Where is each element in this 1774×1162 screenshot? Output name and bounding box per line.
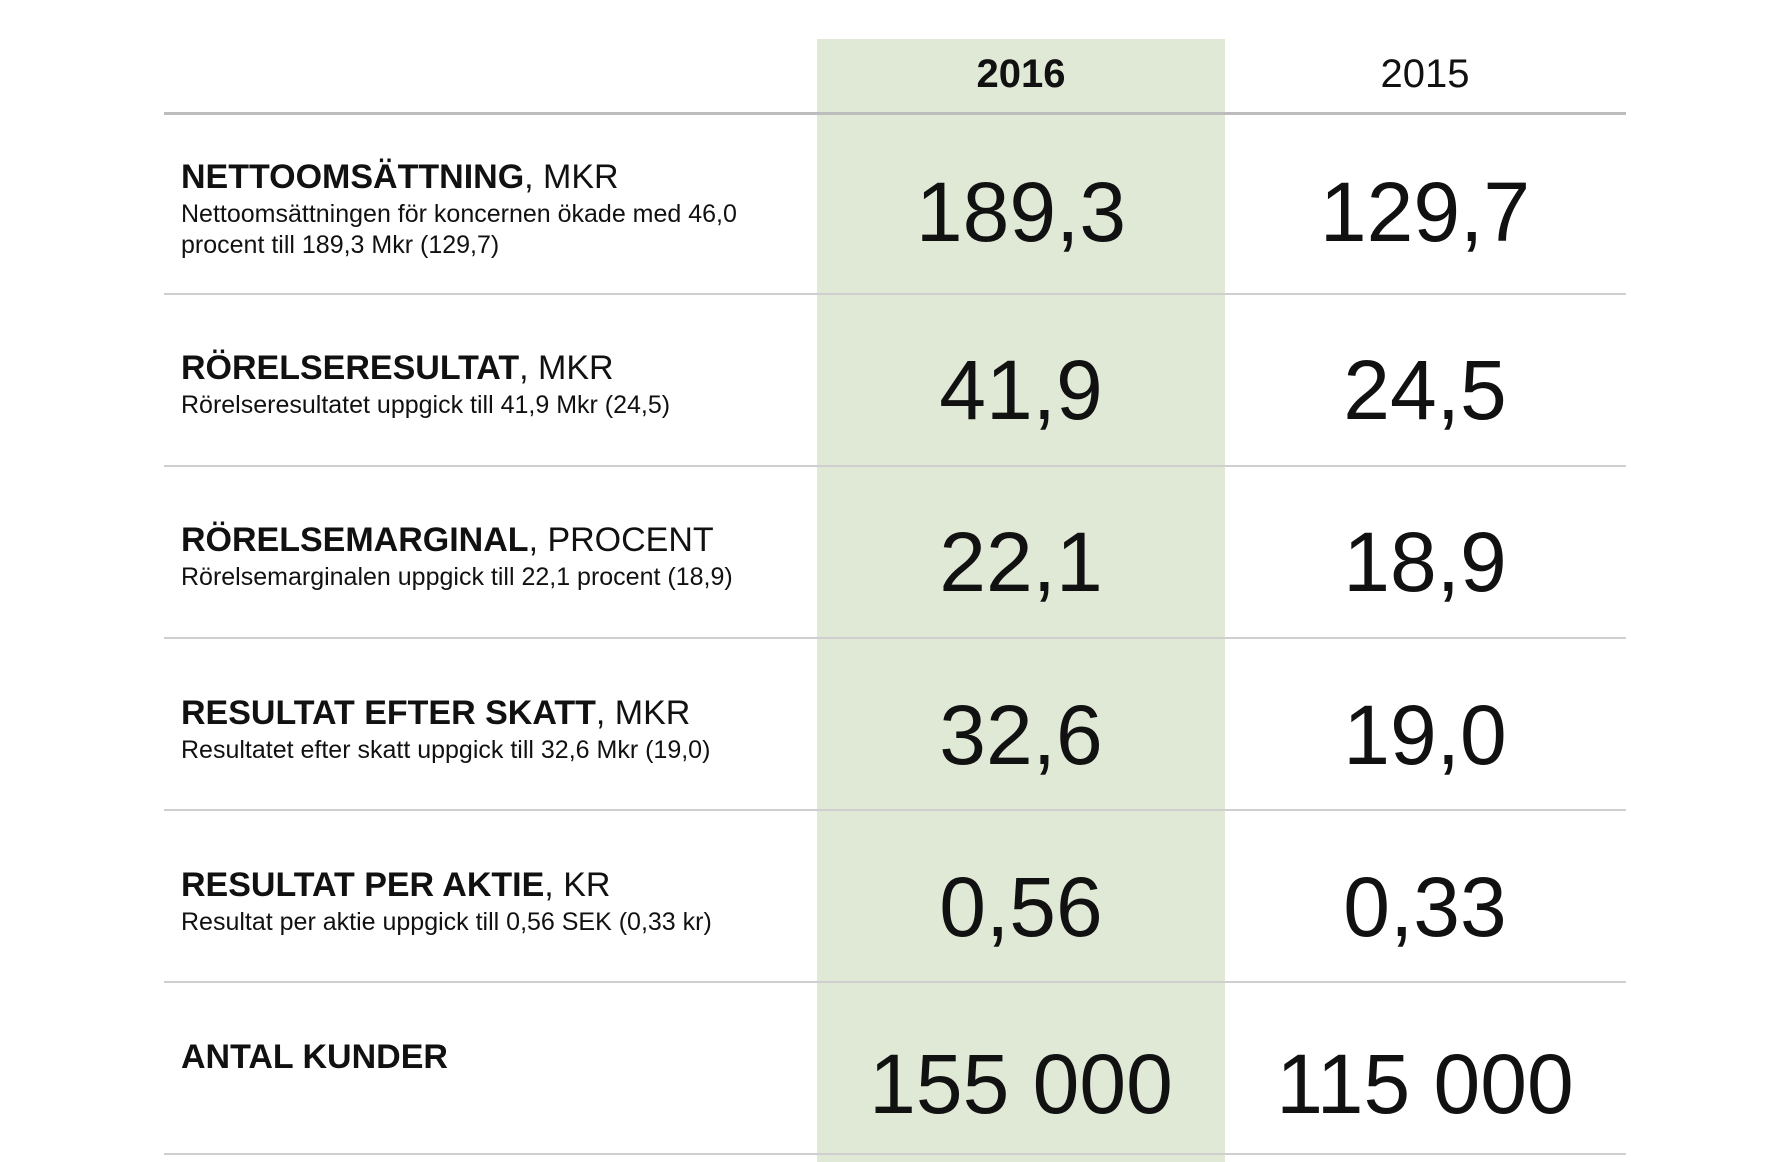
row-title: RESULTAT EFTER SKATT, MKR [181,694,691,732]
row-divider [164,465,1626,467]
header-divider [164,112,1626,115]
row-label: RÖRELSERESULTAT, MKR Rörelseresultatet u… [181,348,821,421]
value-2016: 155 000 [869,1037,1173,1131]
value-2015: 129,7 [1319,165,1531,259]
row-title: NETTOOMSÄTTNING, MKR [181,158,619,196]
row-divider [164,637,1626,639]
value-2016: 32,6 [939,688,1103,782]
row-label: NETTOOMSÄTTNING, MKR Nettoomsättningen f… [181,157,821,261]
value-2016: 22,1 [939,515,1103,609]
row-description: Resultat per aktie uppgick till 0,56 SEK… [181,908,712,936]
value-2015: 115 000 [1276,1037,1574,1131]
row-label: RÖRELSEMARGINAL, PROCENT Rörelsemarginal… [181,520,821,593]
row-label: RESULTAT EFTER SKATT, MKR Resultatet eft… [181,693,821,766]
row-divider [164,293,1626,295]
row-title: RÖRELSERESULTAT, MKR [181,349,614,387]
row-divider [164,809,1626,811]
row-description: Resultatet efter skatt uppgick till 32,6… [181,736,711,764]
column-header-2016: 2016 [976,52,1066,96]
row-title: RÖRELSEMARGINAL, PROCENT [181,521,714,559]
highlight-column-2016 [817,39,1225,1162]
row-divider [164,981,1626,983]
row-label: ANTAL KUNDER [181,1037,821,1077]
value-2016: 0,56 [939,860,1103,954]
row-description: Nettoomsättningen för koncernen ökade me… [181,200,737,259]
value-2015: 24,5 [1343,343,1507,437]
value-2015: 18,9 [1343,515,1507,609]
row-title: ANTAL KUNDER [181,1038,448,1076]
row-description: Rörelsemarginalen uppgick till 22,1 proc… [181,563,733,591]
row-label: RESULTAT PER AKTIE, KR Resultat per akti… [181,865,821,938]
value-2016: 189,3 [915,165,1127,259]
row-divider [164,1153,1626,1155]
value-2015: 19,0 [1343,688,1507,782]
row-description: Rörelseresultatet uppgick till 41,9 Mkr … [181,391,671,419]
value-2016: 41,9 [939,343,1103,437]
value-2015: 0,33 [1343,860,1507,954]
column-header-2015: 2015 [1380,52,1470,96]
row-title: RESULTAT PER AKTIE, KR [181,866,611,904]
